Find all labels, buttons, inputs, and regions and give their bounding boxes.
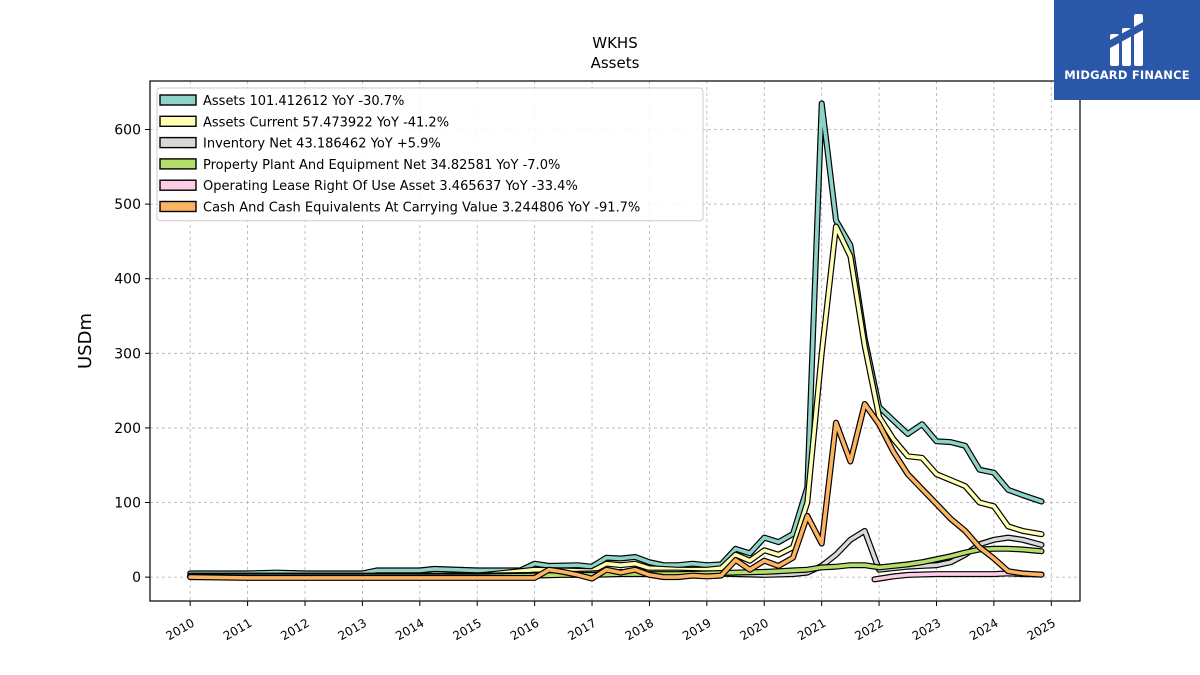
x-tick-label: 2018 (623, 616, 656, 643)
y-tick-label: 400 (114, 272, 141, 288)
x-tick-label: 2015 (450, 616, 483, 643)
x-tick-label: 2014 (393, 616, 426, 643)
legend-swatch (159, 158, 197, 170)
series-lines (187, 100, 1045, 583)
legend-label: Inventory Net 43.186462 YoY +5.9% (203, 137, 441, 152)
x-tick-label: 2017 (565, 616, 598, 643)
series-line-stroke (188, 402, 1044, 581)
x-tick-label: 2025 (1025, 616, 1058, 643)
x-tick-label: 2020 (738, 616, 771, 643)
legend-label: Operating Lease Right Of Use Asset 3.465… (203, 179, 578, 194)
brand-name: MIDGARD FINANCE (1064, 68, 1190, 82)
y-axis-label: USDm (75, 313, 96, 369)
legend-swatch (159, 115, 197, 128)
legend-swatch (159, 200, 197, 213)
series-line-stroke (188, 224, 1044, 578)
x-tick-label: 2013 (336, 616, 369, 643)
legend-swatch (159, 179, 197, 191)
x-tick-label: 2016 (508, 616, 541, 643)
y-tick-label: 100 (114, 496, 141, 512)
x-tick-label: 2024 (967, 616, 1000, 643)
x-tick-label: 2021 (795, 616, 828, 643)
y-tick-label: 0 (132, 570, 141, 586)
y-tick-label: 500 (114, 197, 141, 213)
legend-item: Assets 101.412612 YoY -30.7% (159, 94, 404, 109)
x-tick-label: 2022 (852, 616, 885, 643)
legend-swatch (159, 94, 197, 106)
x-tick-label: 2012 (278, 616, 311, 643)
legend-item: Assets Current 57.473922 YoY -41.2% (159, 115, 449, 130)
legend-label: Assets 101.412612 YoY -30.7% (203, 94, 404, 109)
legend-box (156, 87, 704, 222)
legend-swatch (159, 136, 197, 149)
brand-logo: MIDGARD FINANCE (1054, 0, 1200, 100)
legend-label: Assets Current 57.473922 YoY -41.2% (203, 115, 449, 130)
x-tick-label: 2023 (910, 616, 943, 643)
x-tick-label: 2010 (163, 616, 196, 643)
chart-title: WKHS (592, 34, 637, 52)
x-tick-label: 2019 (680, 616, 713, 643)
midgard-logo-icon (1110, 14, 1143, 66)
legend-label: Property Plant And Equipment Net 34.8258… (203, 158, 560, 173)
x-tick-label: 2011 (221, 616, 254, 643)
legend: Assets 101.412612 YoY -30.7% Assets Curre… (156, 87, 704, 222)
series-line (187, 223, 1045, 579)
y-tick-label: 600 (114, 122, 141, 138)
plot-frame (149, 80, 1081, 602)
y-tick-label: 300 (114, 346, 141, 362)
legend-item: Cash And Cash Equivalents At Carrying Va… (159, 200, 640, 216)
legend-item: Inventory Net 43.186462 YoY +5.9% (159, 136, 441, 152)
legend-item: Property Plant And Equipment Net 34.8258… (159, 158, 560, 173)
series-line (187, 401, 1045, 582)
chart-subtitle: Assets (591, 54, 640, 72)
legend-item: Operating Lease Right Of Use Asset 3.465… (159, 179, 578, 194)
legend-label: Cash And Cash Equivalents At Carrying Va… (203, 201, 640, 216)
y-tick-label: 200 (114, 421, 141, 437)
